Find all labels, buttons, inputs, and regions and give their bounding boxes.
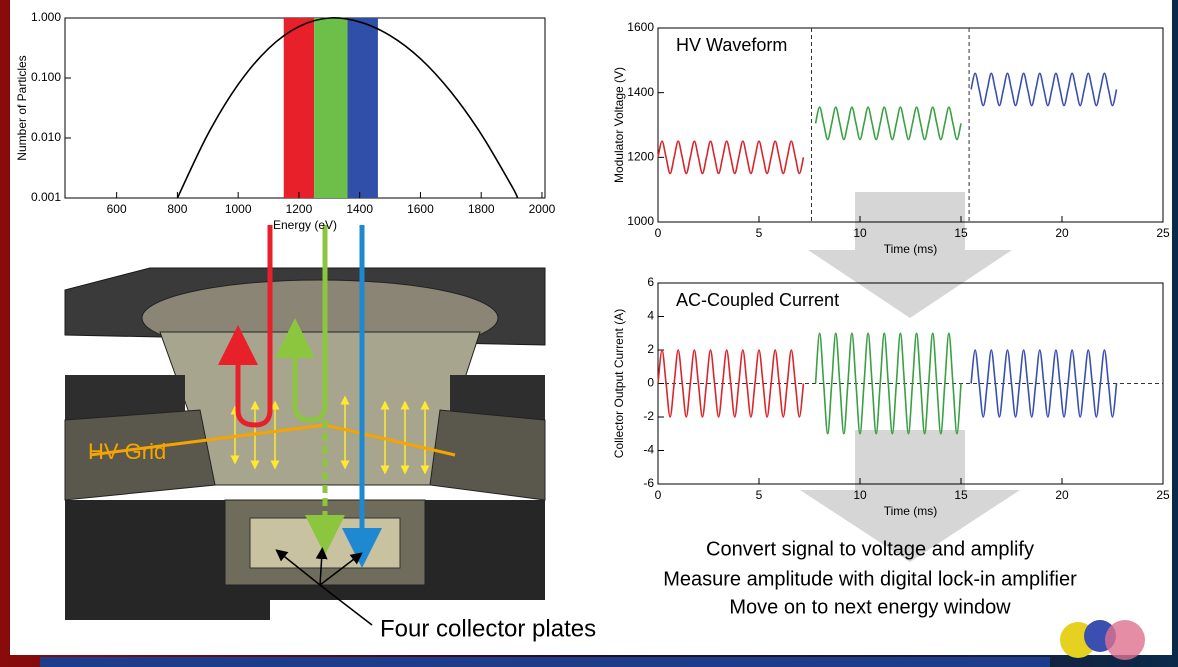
y-tick-label: 1600	[627, 20, 654, 34]
collector-pointers	[275, 547, 373, 626]
bottom-bar	[40, 657, 1050, 667]
red-trajectory	[218, 225, 273, 428]
x-tick-label: 1400	[346, 202, 373, 216]
x-tick-label: 1800	[468, 202, 495, 216]
x-tick-label: 5	[756, 488, 763, 502]
x-tick-label: 5	[756, 226, 763, 240]
y-axis-label: Modulator Voltage (V)	[612, 67, 626, 183]
x-tick-label: 1000	[225, 202, 252, 216]
x-tick-label: 0	[655, 226, 662, 240]
logo-part	[1105, 620, 1145, 660]
step-text: Convert signal to voltage and amplify	[706, 538, 1034, 560]
series-line	[814, 106, 962, 141]
x-tick-label: 20	[1055, 226, 1069, 240]
x-axis-label: Energy (eV)	[273, 218, 337, 232]
analyzer-diagram: HV Grid Four collector plates	[64, 225, 596, 642]
housing-left	[64, 409, 216, 501]
y-tick-label: -2	[643, 409, 654, 423]
plot-area	[657, 27, 1164, 223]
x-tick-label: 10	[853, 488, 867, 502]
x-tick-label: 20	[1055, 488, 1069, 502]
series-line	[970, 349, 1118, 418]
y-tick-label: 0.100	[31, 70, 61, 84]
flow-arrow	[800, 430, 1020, 562]
step-text: Move on to next energy window	[729, 596, 1011, 618]
y-tick-label: 1000	[627, 214, 654, 228]
x-tick-label: 600	[107, 202, 127, 216]
pointer	[319, 552, 363, 586]
y-axis-label: Number of Particles	[15, 55, 29, 160]
x-tick-label: 15	[954, 226, 968, 240]
x-axis-label: Time (ms)	[884, 504, 938, 518]
x-axis-label: Time (ms)	[884, 242, 938, 256]
flow-arrow	[808, 192, 1012, 318]
x-tick-label: 1600	[407, 202, 434, 216]
y-tick-label: 0.010	[31, 130, 61, 144]
energy-band	[283, 18, 315, 198]
y-tick-label: 1200	[627, 150, 654, 164]
y-axis-label: Collector Output Current (A)	[612, 309, 626, 458]
energy-band	[347, 18, 378, 198]
y-tick-label: -6	[643, 476, 654, 490]
x-tick-label: 15	[954, 488, 968, 502]
chart-annotation: HV Waveform	[676, 35, 787, 55]
hv-grid-label: HV Grid	[88, 439, 166, 464]
grid-field-arrows	[230, 395, 430, 475]
y-tick-label: 6	[647, 275, 654, 289]
green-trajectory	[275, 225, 328, 423]
y-tick-label: 2	[647, 342, 654, 356]
pointer	[319, 584, 373, 626]
energy-band	[314, 18, 348, 198]
chart-annotation: AC-Coupled Current	[676, 290, 839, 310]
x-tick-label: 10	[853, 226, 867, 240]
housing-right	[429, 409, 546, 501]
series-line	[657, 349, 805, 418]
x-tick-label: 25	[1156, 488, 1170, 502]
series-line	[176, 17, 519, 199]
x-tick-label: 2000	[529, 202, 556, 216]
series-line	[814, 332, 962, 435]
series-line	[970, 72, 1118, 107]
x-tick-label: 800	[167, 202, 187, 216]
logo	[1060, 620, 1145, 660]
pointer	[275, 549, 321, 586]
x-tick-label: 0	[655, 488, 662, 502]
flow-arrows	[800, 192, 1020, 562]
y-tick-label: 1.000	[31, 10, 61, 24]
collector-label: Four collector plates	[380, 615, 596, 642]
x-tick-label: 25	[1156, 226, 1170, 240]
step-text: Measure amplitude with digital lock-in a…	[663, 568, 1077, 590]
pointer	[315, 547, 328, 586]
y-tick-label: 4	[647, 309, 654, 323]
y-tick-label: 1400	[627, 85, 654, 99]
x-tick-label: 1200	[286, 202, 313, 216]
y-tick-label: -4	[643, 443, 654, 457]
y-tick-label: 0	[647, 376, 654, 390]
y-tick-label: 0.001	[31, 190, 61, 204]
series-line	[657, 140, 805, 175]
